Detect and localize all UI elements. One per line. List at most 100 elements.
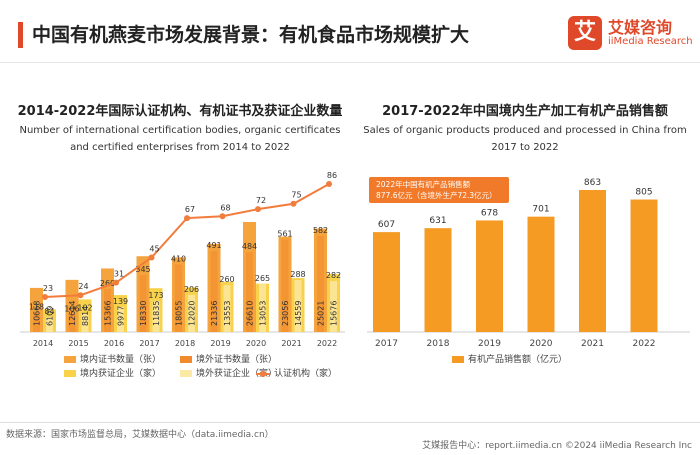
label-foreign-certificates: 491 [206,241,221,250]
label-foreign-enterprises: 288 [290,270,305,279]
bar-foreign-enterprises [330,281,337,332]
bar-foreign-certificates [33,312,40,332]
bar-foreign-enterprises [259,284,266,332]
bar-sales [630,199,658,332]
point-certification-bodies [148,254,155,261]
point-certification-bodies [77,292,84,299]
footer-copyright: 艾媒报告中心：report.iimedia.cn ©2024 iiMedia R… [422,441,692,451]
label-foreign-certificates: 106 [64,305,79,314]
bar-foreign-certificates [104,289,111,332]
label-sales: 701 [532,205,549,215]
legend-domestic-certificates: 境内证书数量（张） [64,352,161,365]
x-tick-label: 2021 [581,339,604,349]
label-domestic-certificates: 12614 [68,301,77,326]
label-certification-bodies: 75 [291,191,301,200]
legend-swatch [64,370,76,377]
label-domestic-enterprises: 14559 [294,301,303,326]
point-certification-bodies [255,206,261,213]
legend-label: 境外证书数量（张） [196,355,278,365]
label-foreign-certificates: 345 [135,265,150,274]
legend-foreign-enterprises: 境外获证企业（家） [180,366,277,379]
label-certification-bodies: 24 [78,282,88,291]
label-foreign-enterprises: 265 [255,274,270,283]
bar-foreign-certificates [317,236,324,332]
bar-sales [424,228,452,332]
bar-foreign-enterprises [81,313,89,332]
page-title: 中国有机燕麦市场发展背景：有机食品市场规模扩大 [32,24,470,46]
point-certification-bodies [42,294,48,300]
left-chart-subtitle: Number of international certification bo… [19,125,341,153]
x-tick-label: 2020 [530,339,553,349]
legend-swatch [180,356,192,363]
label-domestic-enterprises: 13553 [223,301,232,326]
label-foreign-enterprises: 102 [77,304,92,313]
point-certification-bodies [326,181,332,187]
label-domestic-certificates: 10668 [33,301,42,326]
bar-sales [527,216,555,332]
logo-icon: 艾 [568,16,602,50]
label-foreign-enterprises: 282 [326,271,341,280]
label-sales: 607 [378,220,395,230]
right-chart-subtitle: Sales of organic products produced and p… [363,125,687,153]
bar-foreign-enterprises [188,294,195,332]
bar-foreign-certificates [210,251,218,332]
legend-swatch [64,356,76,363]
label-foreign-certificates: 582 [313,226,328,235]
legend-sales: 有机产品销售额（亿元） [452,352,567,365]
annotation-box [369,177,509,203]
legend-label: 认证机构（家） [274,369,338,379]
label-foreign-enterprises: 84 [44,307,54,316]
bar-foreign-certificates [281,239,289,332]
bar-foreign-enterprises [46,316,53,332]
bar-foreign-enterprises [223,285,231,332]
label-domestic-enterprises: 6109 [46,306,55,326]
right-chart-title: 2017-2022年中国境内生产加工有机产品销售额 [382,104,668,119]
bar-foreign-certificates [139,275,147,332]
legend-domestic-enterprises: 境内获证企业（家） [64,366,161,379]
bar-foreign-certificates [68,314,76,332]
bar-sales [476,220,503,332]
label-foreign-certificates: 118 [29,303,44,312]
label-domestic-certificates: 15366 [104,301,113,326]
x-tick-label: 2021 [281,339,301,348]
point-certification-bodies [184,215,190,222]
label-foreign-enterprises: 260 [219,275,234,284]
label-certification-bodies: 31 [114,270,124,279]
label-foreign-certificates: 561 [277,229,292,238]
legend-label: 有机产品销售额（亿元） [468,355,568,365]
legend-label: 境外获证企业（家） [196,369,278,379]
brand-logo: 艾 艾媒咨询 iiMedia Research [568,14,693,56]
x-tick-label: 2018 [427,339,450,349]
label-domestic-certificates: 26610 [246,301,255,326]
bar-foreign-certificates [246,252,253,332]
label-foreign-enterprises: 173 [148,291,163,300]
bar-sales [579,190,606,332]
label-certification-bodies: 68 [220,203,230,212]
x-tick-label: 2019 [210,339,230,348]
label-certification-bodies: 45 [149,245,159,254]
data-source: 数据来源：国家市场监督总局，艾媒数据中心（data.iimedia.cn） [6,430,274,440]
point-certification-bodies [113,279,119,286]
label-sales: 678 [481,208,498,218]
label-certification-bodies: 67 [185,205,195,214]
label-domestic-enterprises: 11835 [152,301,161,326]
label-domestic-enterprises: 9977 [117,306,126,326]
label-domestic-enterprises: 12020 [188,301,197,326]
x-tick-label: 2017 [375,339,398,349]
bar-foreign-enterprises [117,306,124,332]
label-domestic-enterprises: 15676 [330,301,339,326]
title-accent-bar [18,22,23,48]
bar-sales [373,232,400,332]
header-divider [0,62,700,63]
x-tick-label: 2019 [478,339,501,349]
label-domestic-enterprises: 8814 [81,306,90,326]
x-tick-label: 2017 [139,339,159,348]
label-domestic-certificates: 18055 [175,301,184,326]
label-certification-bodies: 72 [256,196,266,205]
label-foreign-certificates: 260 [100,279,115,288]
x-tick-label: 2016 [104,339,124,348]
label-domestic-certificates: 21336 [210,301,219,326]
label-foreign-certificates: 484 [242,242,257,251]
x-tick-label: 2014 [33,339,53,348]
label-foreign-enterprises: 206 [184,285,199,294]
